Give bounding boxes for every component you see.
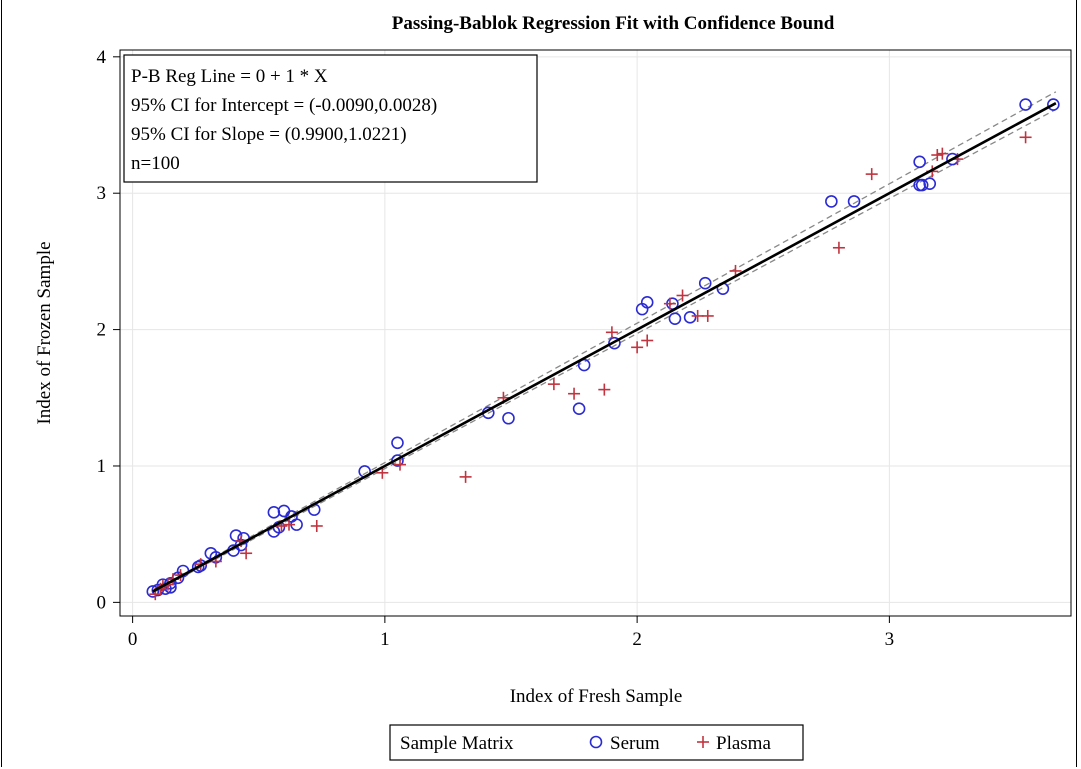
- serum-point: [391, 454, 404, 467]
- legend-plasma-label: Plasma: [716, 733, 771, 754]
- plasma-point: [1019, 131, 1032, 144]
- serum-point: [391, 436, 404, 450]
- x-tick-label: 3: [885, 629, 895, 650]
- chart-title: Passing-Bablok Regression Fit with Confi…: [392, 13, 835, 34]
- plasma-point: [641, 334, 654, 347]
- legend-border: [389, 724, 804, 761]
- plasma-point: [931, 149, 944, 162]
- serum-point: [608, 336, 621, 350]
- lower-confidence-bound: [152, 108, 1057, 594]
- serum-point: [572, 402, 586, 415]
- plasma-point: [283, 518, 296, 531]
- plasma-point: [936, 147, 949, 160]
- x-axis-label: Index of Fresh Sample: [510, 686, 683, 707]
- stats-box-border: [123, 54, 538, 183]
- x-tick-label: 0: [128, 629, 138, 650]
- x-tick-label: 2: [632, 629, 642, 650]
- plasma-point: [568, 387, 581, 400]
- plasma-point: [832, 241, 845, 254]
- data-points: [146, 98, 1060, 601]
- plasma-point: [663, 297, 676, 310]
- confidence-bounds: [152, 91, 1057, 594]
- serum-point: [847, 195, 861, 208]
- plasma-point: [676, 289, 689, 302]
- stats-line-intercept-ci: 95% CI for Intercept = (-0.0090,0.0028): [131, 95, 437, 116]
- regression-stats-box: P-B Reg Line = 0 + 1 * X 95% CI for Inte…: [123, 54, 538, 183]
- serum-point: [683, 311, 697, 324]
- y-tick-label: 1: [97, 456, 107, 477]
- legend: Sample Matrix Serum Plasma: [389, 724, 804, 761]
- serum-point: [698, 276, 712, 290]
- plasma-point: [310, 519, 323, 532]
- y-tick-label: 4: [97, 47, 107, 68]
- serum-point: [668, 312, 682, 325]
- plasma-point: [701, 309, 714, 322]
- y-tick-label: 3: [97, 183, 107, 204]
- regression-line-group: [152, 102, 1057, 593]
- serum-point: [640, 296, 654, 309]
- stats-line-n: n=100: [131, 153, 180, 174]
- upper-confidence-bound: [152, 91, 1057, 592]
- stats-line-equation: P-B Reg Line = 0 + 1 * X: [131, 66, 328, 87]
- plasma-point: [691, 309, 704, 322]
- legend-serum-label: Serum: [610, 733, 660, 754]
- serum-point: [915, 178, 929, 192]
- plasma-point: [394, 458, 407, 471]
- plasma-point: [598, 383, 611, 396]
- serum-point: [267, 506, 281, 519]
- stats-line-slope-ci: 95% CI for Slope = (0.9900,1.0221): [131, 124, 407, 145]
- legend-plasma-marker: [697, 736, 709, 748]
- plot-area-frame: [119, 49, 1072, 617]
- plasma-point: [631, 341, 644, 354]
- legend-title: Sample Matrix: [400, 733, 514, 754]
- serum-point: [1047, 98, 1060, 111]
- plasma-point: [865, 168, 878, 181]
- serum-point: [502, 411, 515, 425]
- legend-serum-marker: [589, 735, 603, 749]
- regression-line: [152, 102, 1057, 593]
- y-axis-label: Index of Frozen Sample: [34, 241, 55, 424]
- serum-point: [146, 585, 160, 598]
- y-tick-label: 0: [97, 592, 107, 613]
- x-tick-label: 1: [380, 629, 390, 650]
- serum-point: [825, 195, 838, 208]
- serum-point: [1019, 98, 1032, 111]
- serum-point: [277, 504, 291, 518]
- plasma-point: [459, 470, 472, 483]
- plasma-point: [240, 547, 253, 560]
- serum-point: [923, 177, 937, 190]
- plasma-point: [547, 378, 560, 391]
- y-tick-label: 2: [97, 320, 107, 341]
- serum-point: [913, 155, 926, 169]
- axis-ticks: 0 1 2 3 0 1 2 3 4: [97, 47, 895, 650]
- plasma-point: [605, 326, 618, 339]
